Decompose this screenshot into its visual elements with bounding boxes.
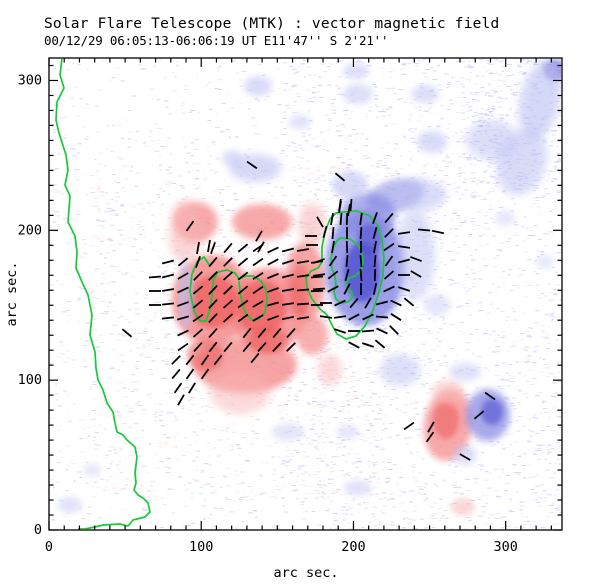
axes-layer: 0 100 200 300 0 100 200 300 [18,57,563,555]
y-tick-label: 100 [18,372,42,388]
y-tick-label: 200 [18,222,42,238]
x-axis-label: arc sec. [273,565,338,581]
x-tick-label: 300 [493,539,517,555]
contour-negative_outer [305,210,385,340]
x-tick-label: 100 [189,539,213,555]
y-tick-label: 0 [34,522,42,538]
y-axis-label: arc sec. [4,261,20,326]
figure-subtitle: 00/12/29 06:05:13-06:06:19 UT E11'47'' S… [44,33,388,48]
vector-field-layer [121,160,496,461]
contour-layer [55,59,385,529]
contour-negative_inner [330,237,364,304]
contour-limb [55,59,151,529]
y-tick-label: 300 [18,72,42,88]
figure-title: Solar Flare Telescope (MTK) : vector mag… [44,16,499,32]
x-tick-label: 200 [341,539,365,555]
x-tick-label: 0 [45,539,53,555]
